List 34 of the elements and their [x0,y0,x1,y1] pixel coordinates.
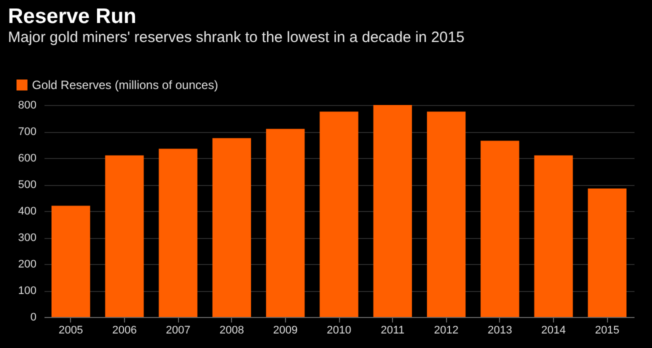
bar [320,112,358,317]
x-tick-label: 2011 [380,324,404,336]
bar [52,206,90,317]
x-tick-label: 2010 [326,324,352,336]
bar [212,138,252,317]
bar [534,155,573,317]
x-tick-label: 2008 [219,324,244,336]
x-tick-label: 2005 [58,324,84,336]
chart-subtitle: Major gold miners' reserves shrank to the lowest in a decade in 2015 [8,29,464,46]
y-tick-label: 300 [18,232,36,244]
y-tick-label: 600 [18,152,36,164]
x-tick-label: 2007 [166,324,190,336]
bar [158,148,198,317]
y-tick-label: 100 [18,285,36,297]
x-tick-label: 2015 [594,324,620,336]
x-tick-label: 2014 [541,324,566,336]
x-tick-label: 2006 [112,324,137,336]
y-tick-label: 800 [18,100,36,112]
x-tick-label: 2009 [273,324,298,336]
y-tick-label: 500 [18,179,36,191]
bar [480,140,520,317]
chart-title: Reserve Run [8,5,136,28]
bar [426,112,466,317]
bar [373,105,412,317]
y-tick-label: 0 [30,312,36,324]
legend-label: Gold Reserves (millions of ounces) [32,78,218,92]
y-tick-label: 400 [18,206,36,218]
bar [105,155,144,317]
bar [588,188,626,317]
x-tick-label: 2013 [488,324,512,336]
y-tick-label: 200 [18,258,36,270]
bar [266,128,305,317]
y-tick-label: 700 [18,126,36,138]
x-tick-label: 2012 [434,324,459,336]
